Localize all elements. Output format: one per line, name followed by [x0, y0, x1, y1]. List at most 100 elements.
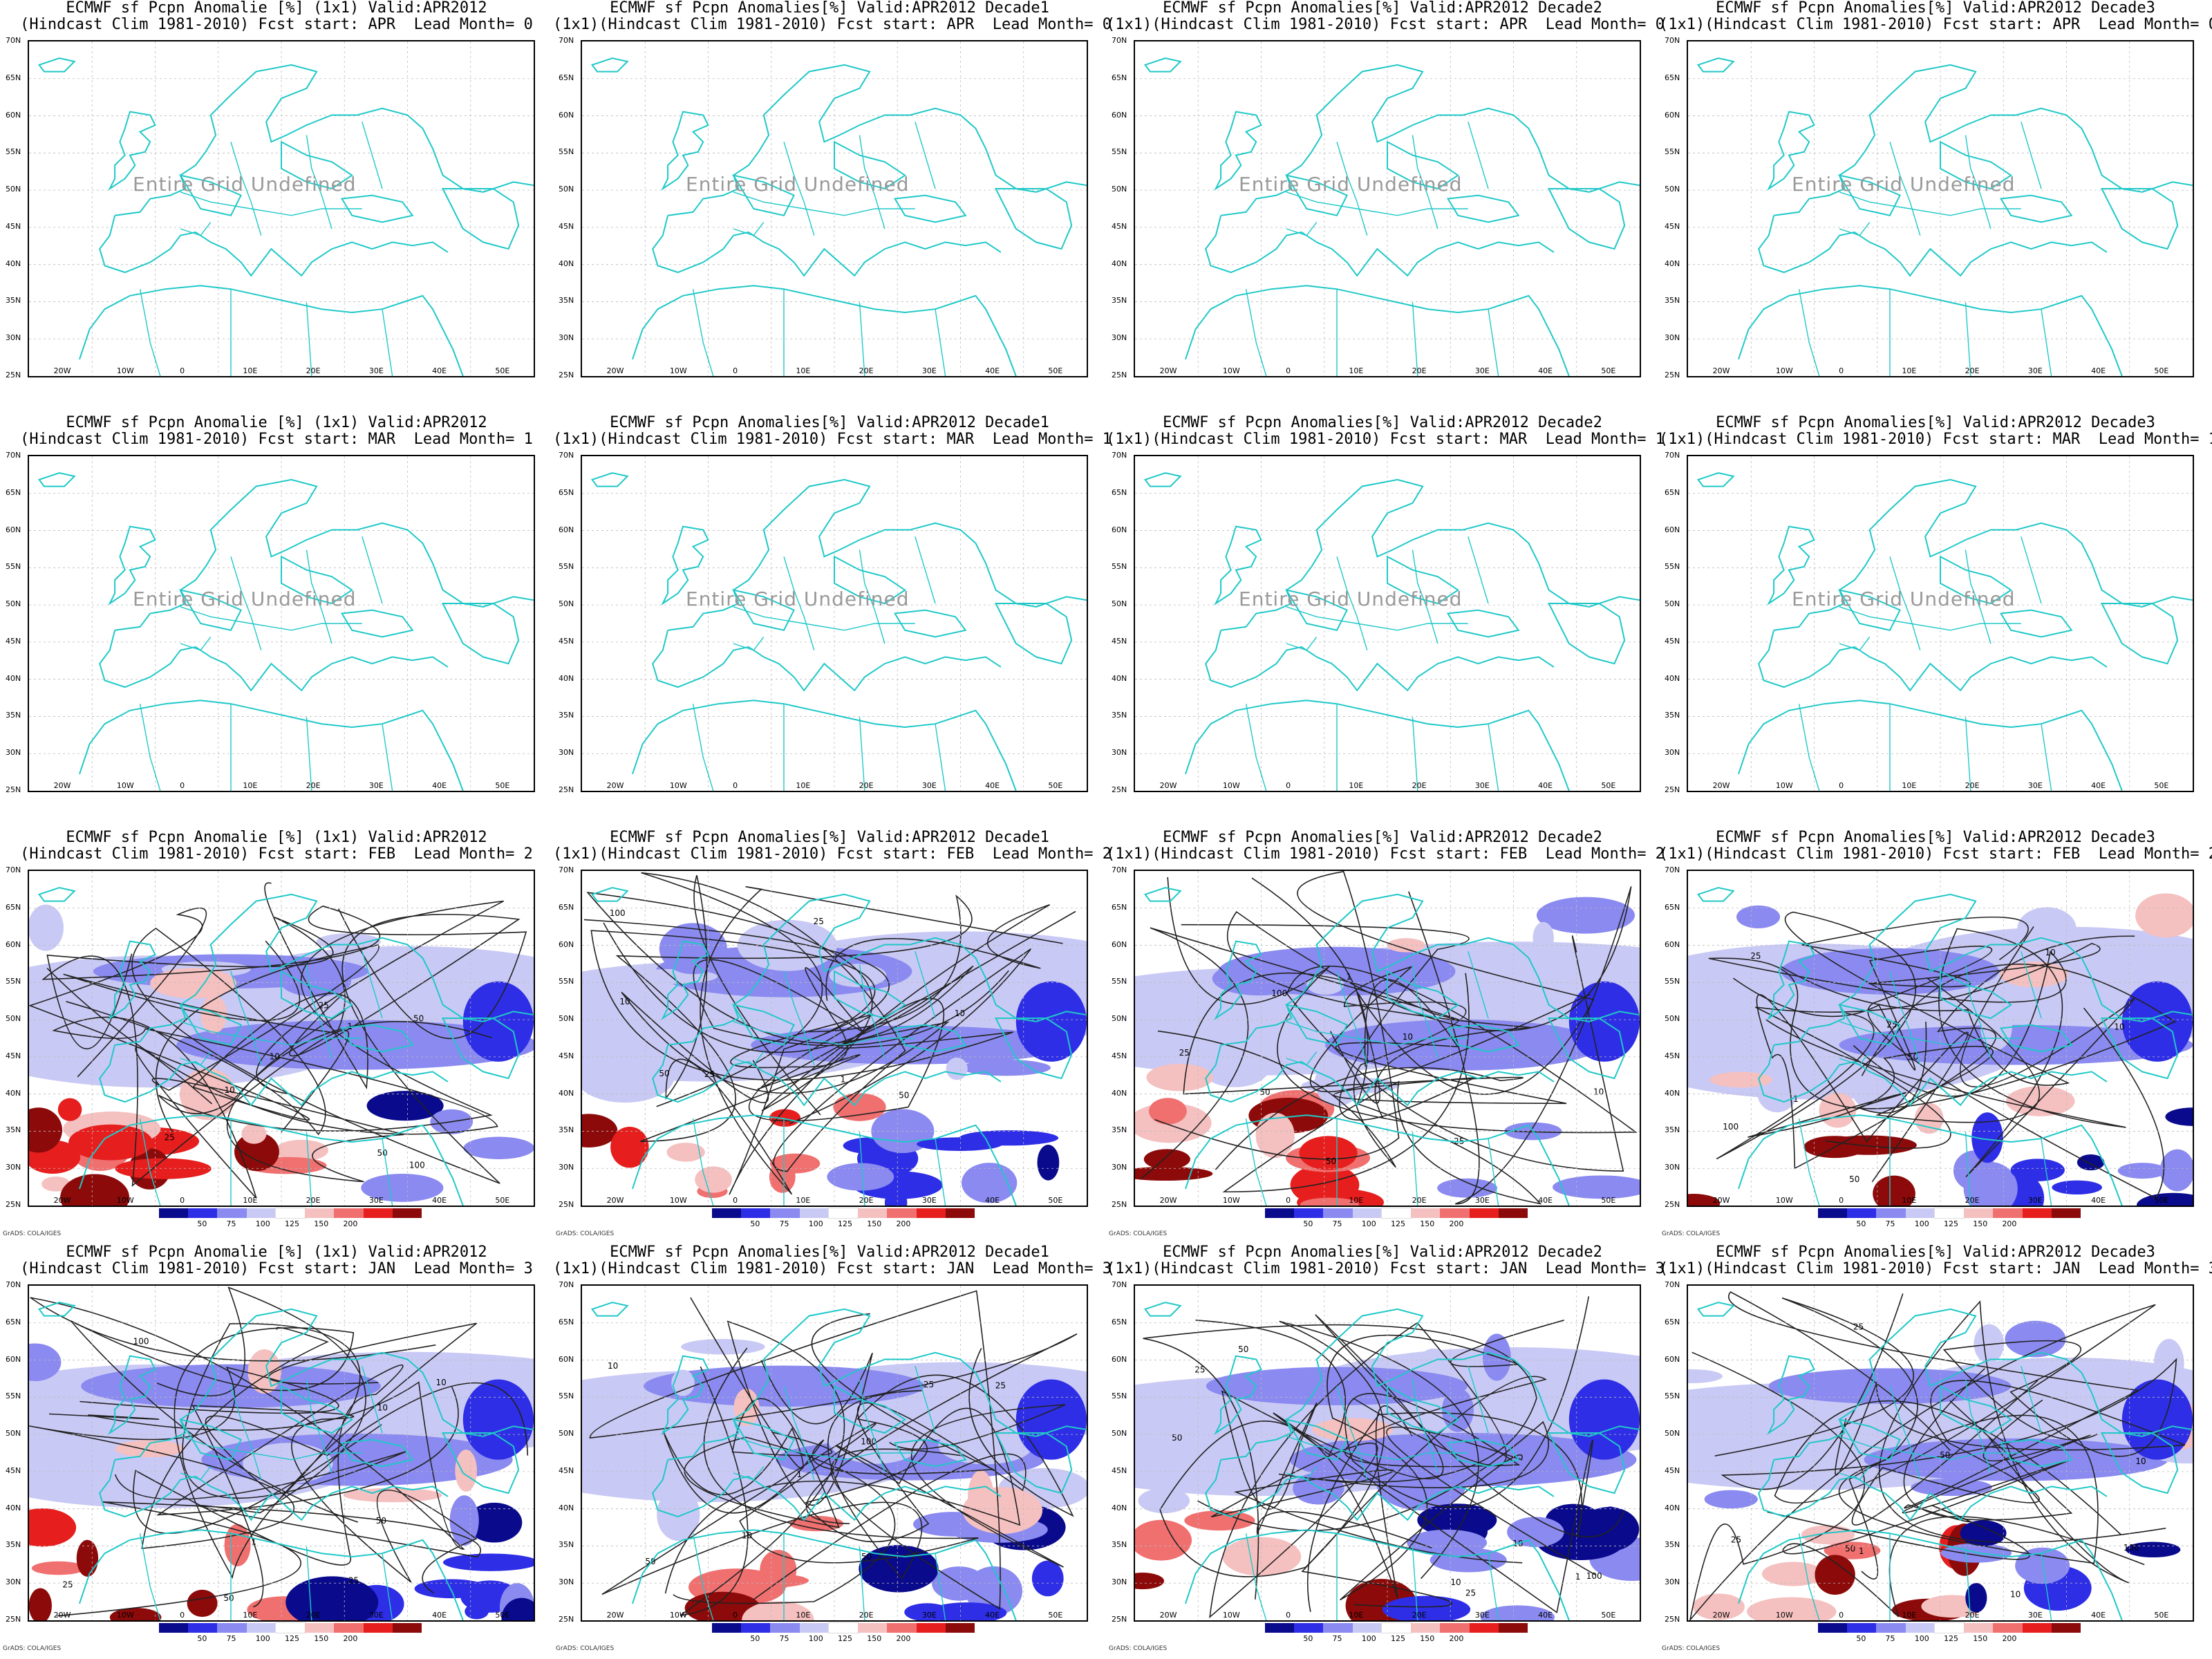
colorbar-label: 75 [1885, 1634, 1895, 1643]
coastline [661, 940, 709, 1020]
lon-tick-label: 20E [1412, 1196, 1427, 1205]
country-border [733, 1051, 765, 1066]
anomaly-region [1312, 1418, 1394, 1441]
anomaly-region [1300, 1197, 1360, 1206]
lat-tick-label: 65N [1112, 1317, 1127, 1327]
lon-tick-label: 20W [606, 1611, 624, 1620]
anomaly-region [1820, 1135, 1917, 1155]
colorbar-label: 75 [1885, 1219, 1895, 1228]
country-border [1412, 550, 1438, 644]
colorbar-segment [246, 1623, 276, 1633]
coastline [1143, 57, 1182, 73]
colorbar-segment [1498, 1623, 1528, 1633]
contour-label: 10 [2010, 1590, 2021, 1600]
anomaly-region [1255, 1112, 1295, 1159]
lat-tick-label: 30N [6, 1163, 21, 1172]
lon-tick-label: 50E [2154, 1196, 2169, 1205]
colorbar-segment [1294, 1208, 1324, 1218]
anomaly-region [1873, 1175, 1915, 1206]
coastline [441, 1018, 520, 1080]
contour-line [1878, 1300, 2166, 1584]
anomaly-region [1135, 1519, 1192, 1561]
lat-tick-label: 25N [559, 1200, 574, 1209]
lon-tick-label: 10E [1349, 781, 1364, 790]
colorbar-label: 75 [1332, 1219, 1342, 1228]
lat-tick-label: 30N [559, 1163, 574, 1172]
country-border [1889, 1385, 1921, 1480]
anomaly-region [946, 1057, 968, 1080]
lon-tick-label: 10E [1349, 1196, 1364, 1205]
colorbar-label: 200 [343, 1219, 358, 1228]
contour-label: 100 [409, 1161, 425, 1170]
credit-text: GrADS: COLA/IGES [1109, 1230, 1168, 1237]
colorbar-label: 125 [838, 1634, 852, 1643]
lat-tick-label: 30N [1665, 1163, 1680, 1172]
anomaly-region [501, 1597, 534, 1620]
panel-title: ECMWF sf Pcpn Anomalie [%] (1x1) Valid:A… [0, 0, 553, 33]
country-border [859, 550, 885, 644]
coastline [99, 215, 449, 277]
colorbar-segment [1265, 1623, 1295, 1633]
lat-tick-label: 40N [1665, 673, 1680, 683]
lon-tick-label: 50E [1048, 1611, 1063, 1620]
panel-title-line2: (Hindcast Clim 1981-2010) Fcst start: MA… [20, 431, 533, 448]
lon-tick-label: 40E [2091, 1611, 2106, 1620]
anomaly-region [1382, 1595, 1471, 1620]
lat-tick-label: 65N [1665, 1317, 1680, 1327]
coastline [1446, 609, 1520, 638]
contour-line [1714, 1297, 2099, 1580]
colorbar [159, 1622, 422, 1633]
map-area: Entire Grid Undefined [28, 455, 535, 792]
colorbar [159, 1208, 422, 1219]
coastline [281, 555, 354, 605]
colorbar-label: 150 [867, 1219, 882, 1228]
colorbar-label: 50 [1856, 1219, 1866, 1228]
coastline [1837, 589, 1901, 631]
anomaly-region [1761, 1562, 1825, 1586]
anomaly-region [1015, 1379, 1087, 1460]
map-svg [582, 41, 1087, 376]
lat-tick-label: 60N [559, 1354, 574, 1364]
contour-label: 100 [133, 1337, 149, 1347]
country-border [1798, 704, 1820, 791]
colorbar-segment [1380, 1208, 1412, 1219]
coastline [731, 174, 795, 216]
colorbar-label: 125 [1391, 1219, 1405, 1228]
country-border [2041, 724, 2052, 791]
country-border [859, 302, 865, 376]
country-border [1839, 636, 1871, 651]
contour-label: 50 [1259, 1087, 1270, 1097]
map-panel: ECMWF sf Pcpn Anomalies[%] Valid:APR2012… [1659, 0, 2212, 415]
lat-tick-label: 25N [559, 1615, 574, 1624]
anomaly-region [115, 1440, 184, 1458]
anomaly-region [659, 923, 727, 975]
coastline [994, 1432, 1073, 1494]
anomaly-region [2121, 1379, 2193, 1460]
colorbar-segment [1380, 1622, 1412, 1633]
coastline [834, 1385, 907, 1434]
anomaly-region [1568, 1379, 1640, 1460]
country-border [1412, 302, 1418, 376]
colorbar-segment [1964, 1623, 1994, 1633]
anomaly-region [695, 1166, 732, 1193]
anomaly-region [2117, 1163, 2167, 1179]
colorbar-label: 150 [867, 1634, 882, 1643]
coastline [1143, 1302, 1182, 1317]
map-area: Entire Grid Undefined [581, 455, 1088, 792]
contour-label: 25 [1731, 1535, 1741, 1544]
lon-tick-label: 30E [2027, 1196, 2043, 1205]
coastline [178, 1004, 242, 1046]
anomaly-region [1960, 1520, 2007, 1546]
coastline [1767, 525, 1815, 606]
colorbar-label: 75 [779, 1219, 789, 1228]
lon-tick-label: 30E [921, 781, 937, 790]
country-border [733, 191, 915, 216]
contour-line [664, 1404, 1066, 1594]
contour-line [1159, 1320, 1479, 1599]
map-area: Entire Grid Undefined [28, 40, 535, 377]
lat-tick-label: 55N [1665, 147, 1680, 157]
lon-tick-label: 20W [1712, 366, 1730, 375]
panel-title: ECMWF sf Pcpn Anomalies[%] Valid:APR2012… [1106, 0, 1665, 33]
